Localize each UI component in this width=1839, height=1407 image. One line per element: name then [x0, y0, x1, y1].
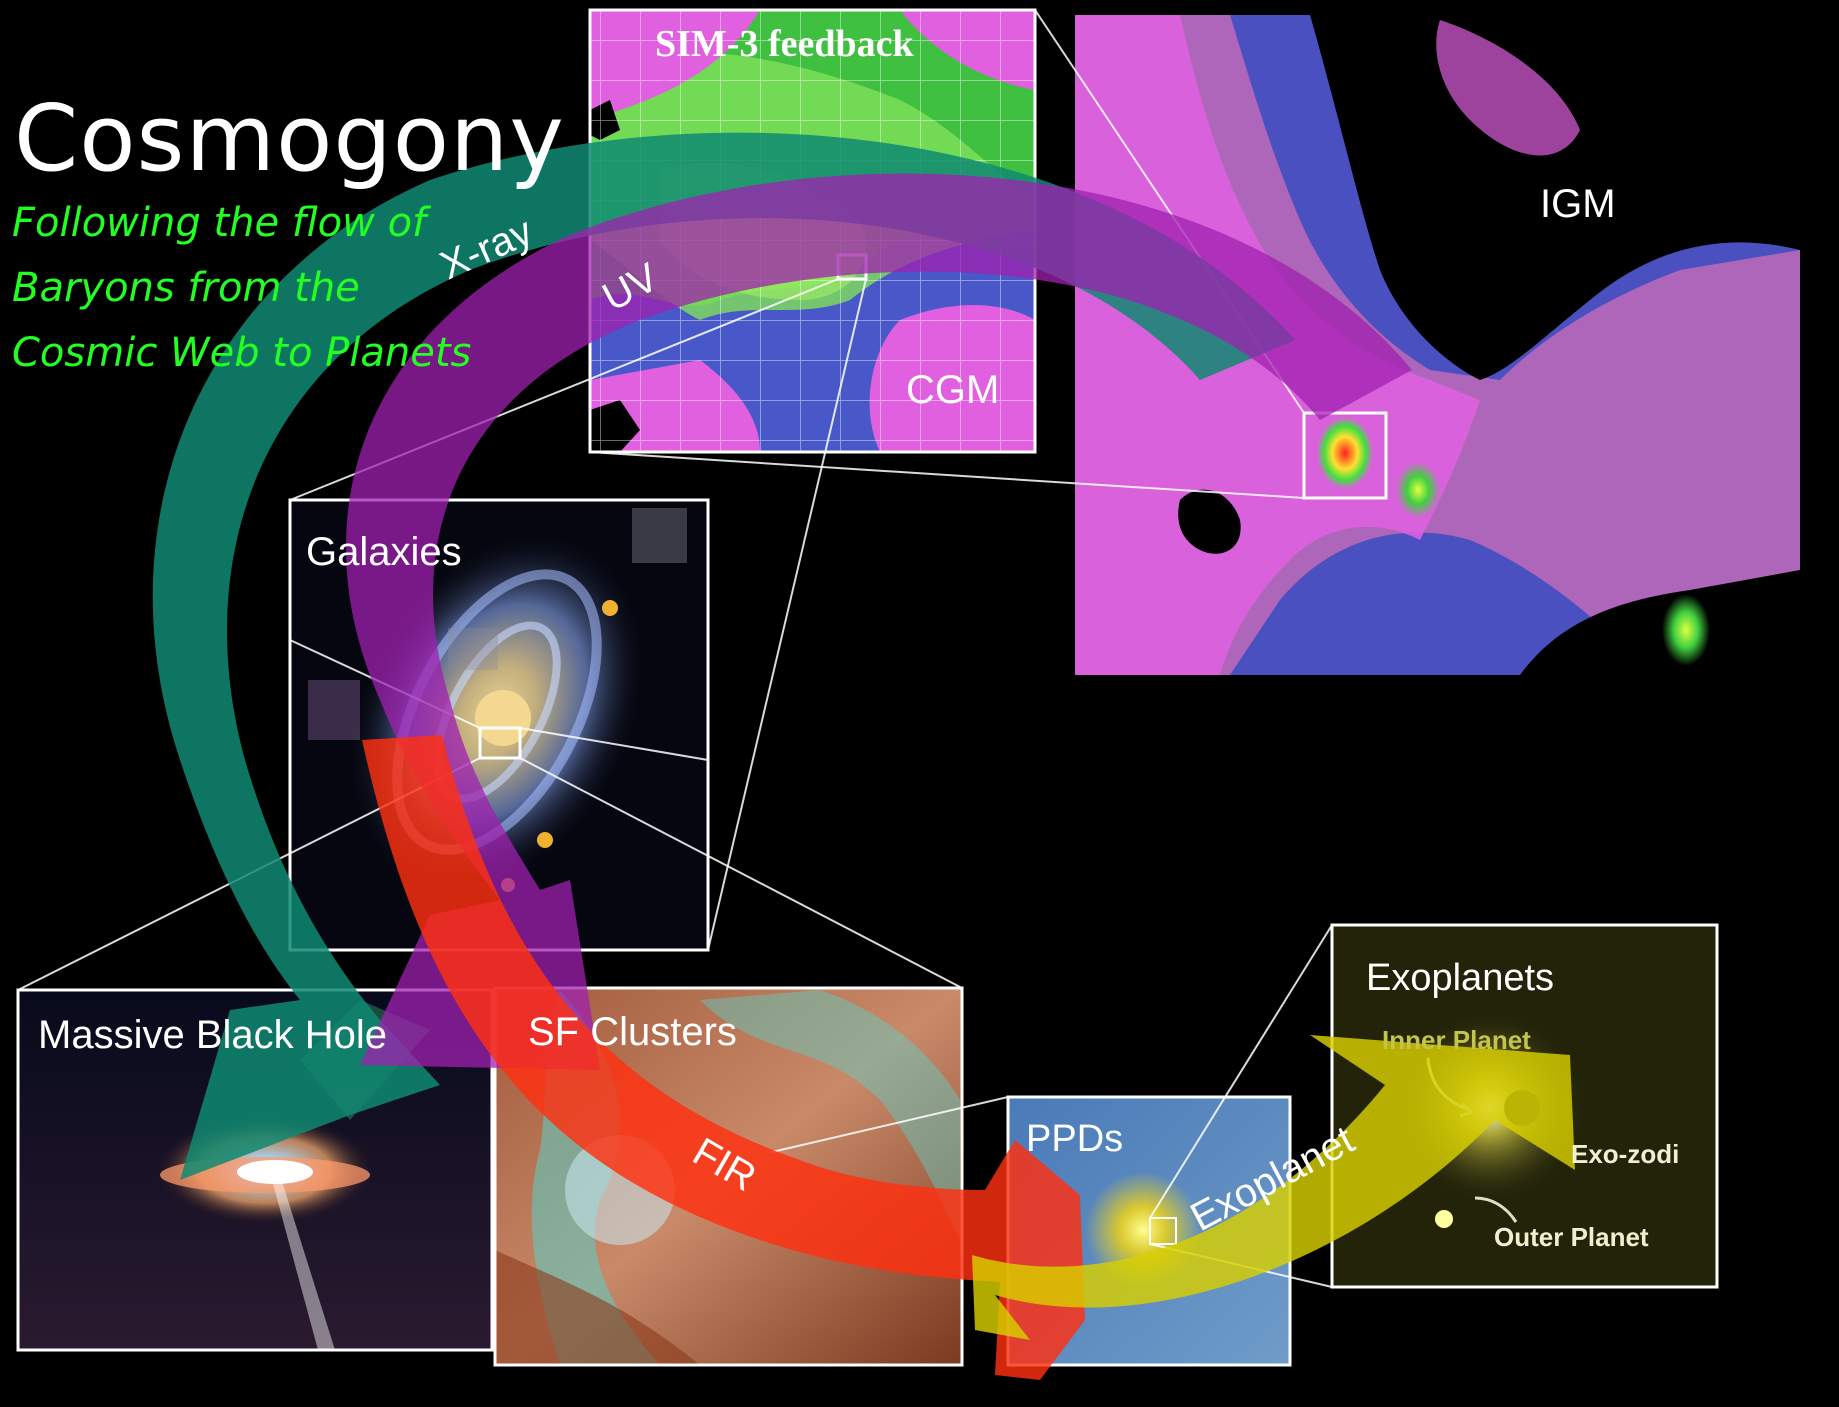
sim-panel-label: SIM-3 feedback — [655, 23, 914, 65]
igm-label: IGM — [1540, 182, 1616, 226]
fir-arrow — [362, 735, 1085, 1380]
uv-arrow-label: UV — [596, 255, 666, 320]
igm-panel — [1075, 15, 1800, 675]
ppds-label: PPDs — [1026, 1118, 1124, 1160]
page-title: Cosmogony — [14, 85, 565, 192]
subtitle-line-1: Following the flow of — [12, 200, 427, 246]
xray-arrow — [152, 132, 1295, 1180]
subtitle-line-2: Baryons from the — [12, 265, 360, 311]
exoplanet-arrow — [972, 1035, 1575, 1340]
xray-arrow-label: X-ray — [434, 209, 539, 288]
galaxies-label: Galaxies — [306, 530, 462, 574]
cgm-label: CGM — [906, 368, 1000, 412]
exoplanets-label: Exoplanets — [1366, 957, 1555, 999]
sf-clusters-label: SF Clusters — [528, 1010, 737, 1054]
black-hole-label: Massive Black Hole — [38, 1013, 388, 1057]
fir-arrow-label: FIR — [686, 1130, 764, 1200]
outer-planet-label: Outer Planet — [1494, 1222, 1649, 1252]
exoplanet-arrow-label: Exoplanet — [1184, 1118, 1362, 1240]
exo-zodi-label: Exo-zodi — [1571, 1139, 1680, 1169]
subtitle-line-3: Cosmic Web to Planets — [12, 330, 472, 376]
inner-planet-label: Inner Planet — [1382, 1025, 1531, 1055]
